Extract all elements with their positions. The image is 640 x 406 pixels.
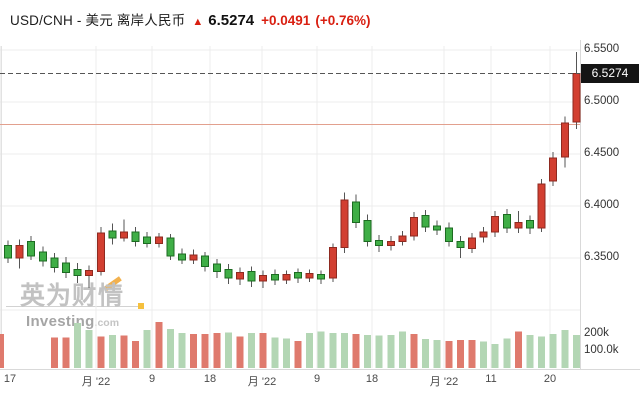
time-axis-tick: 17 bbox=[3, 373, 17, 385]
volume-axis-tick: 200k bbox=[584, 327, 609, 339]
price-axis-tick: 6.4000 bbox=[584, 199, 620, 211]
time-axis-tick: 20 bbox=[543, 373, 557, 385]
time-axis-tick: 9 bbox=[313, 373, 321, 385]
time-axis-tick: 18 bbox=[365, 373, 379, 385]
volume-axis-tick: 100.0k bbox=[584, 344, 619, 356]
price-up-arrow-icon: ▲ bbox=[192, 16, 204, 28]
watermark-cn-text: 英为财情 bbox=[20, 282, 125, 310]
watermark-line bbox=[6, 306, 140, 307]
price-axis-tick: 6.5000 bbox=[584, 95, 620, 107]
last-price: 6.5274 bbox=[208, 12, 255, 29]
price-change: +0.0491 bbox=[261, 13, 311, 28]
chart-header: USD/CNH - 美元 离岸人民币 ▲ 6.5274 +0.0491 (+0.… bbox=[10, 9, 370, 29]
time-axis-tick: 18 bbox=[203, 373, 217, 385]
time-axis-tick: 9 bbox=[148, 373, 156, 385]
time-axis-tick: 月 '22 bbox=[81, 376, 111, 388]
pair-title: USD/CNH - 美元 离岸人民币 bbox=[10, 13, 186, 28]
price-axis-tick: 6.5500 bbox=[584, 43, 620, 55]
plot-svg bbox=[0, 40, 640, 370]
price-axis-tick: 6.4500 bbox=[584, 147, 620, 159]
watermark-dot-icon bbox=[138, 303, 144, 309]
time-axis-tick: 月 '22 bbox=[429, 376, 459, 388]
candlestick-chart[interactable]: 英为财情 Investing.com 6.5274 6.5500 6.5000 6.… bbox=[0, 40, 640, 406]
time-axis-tick: 11 bbox=[485, 373, 497, 385]
time-axis-tick: 月 '22 bbox=[247, 376, 277, 388]
current-price-label: 6.5274 bbox=[581, 64, 639, 83]
price-change-percent: (+0.76%) bbox=[315, 13, 371, 28]
price-axis-tick: 6.3500 bbox=[584, 251, 620, 263]
